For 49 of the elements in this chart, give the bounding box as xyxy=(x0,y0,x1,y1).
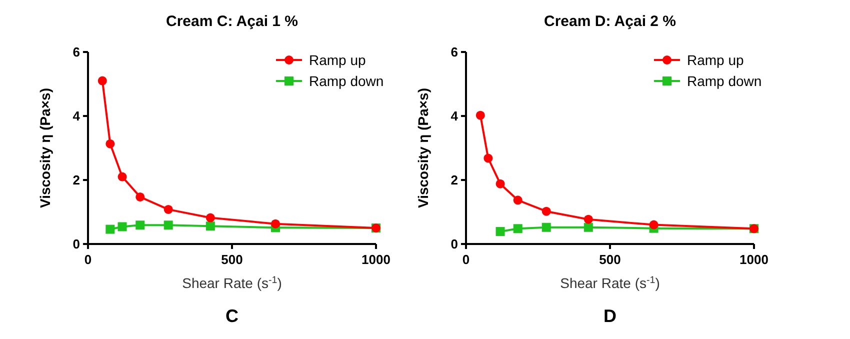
point xyxy=(513,224,522,234)
x-axis-title: Shear Rate (s$^{-1}$) xyxy=(560,274,660,291)
point xyxy=(649,220,658,230)
y-axis-title: Viscosity η (Pa×s) xyxy=(415,88,431,208)
x-tick-label: 0 xyxy=(462,252,470,267)
y-tick-label: 4 xyxy=(72,108,81,124)
point xyxy=(206,222,215,231)
point xyxy=(476,110,485,120)
point xyxy=(270,219,280,228)
x-tick-label: 1000 xyxy=(362,252,390,267)
point xyxy=(164,220,173,230)
y-tick-label: 2 xyxy=(72,172,80,188)
y-tick-label: 6 xyxy=(450,44,458,60)
y-tick-label: 0 xyxy=(450,236,458,252)
point xyxy=(106,224,115,234)
y-tick-label: 0 xyxy=(72,236,80,252)
y-tick-label: 2 xyxy=(450,172,458,188)
point xyxy=(542,206,551,216)
point xyxy=(542,222,551,232)
point xyxy=(484,154,493,163)
point xyxy=(118,222,127,232)
x-tick-label: 500 xyxy=(599,252,621,267)
point xyxy=(98,76,107,86)
y-axis-title: Viscosity η (Pa×s) xyxy=(37,88,53,208)
text: D xyxy=(604,306,616,326)
point xyxy=(496,179,505,188)
legend-label: Ramp up xyxy=(687,52,744,68)
chart-title: Cream C: Açai 1 % xyxy=(166,13,298,30)
y-tick-label: 4 xyxy=(450,108,459,124)
point xyxy=(136,220,145,230)
legend-label: Ramp down xyxy=(687,72,762,89)
x-tick-label: 500 xyxy=(221,252,243,267)
text: C xyxy=(226,306,238,326)
point xyxy=(496,227,505,236)
point xyxy=(118,172,127,182)
point xyxy=(206,213,215,222)
x-tick-label: 1000 xyxy=(740,252,768,267)
chart-title: Cream D: Açai 2 % xyxy=(544,13,676,30)
legend-label: Ramp up xyxy=(309,52,366,68)
point xyxy=(106,139,115,148)
point xyxy=(513,196,522,205)
point xyxy=(584,214,593,224)
point xyxy=(584,222,593,232)
y-tick-label: 6 xyxy=(72,44,80,60)
x-tick-label: 0 xyxy=(84,252,92,267)
point xyxy=(164,204,173,214)
legend-label: Ramp down xyxy=(309,72,384,89)
point xyxy=(136,192,145,202)
x-axis-title: Shear Rate (s$^{-1}$) xyxy=(182,274,282,291)
